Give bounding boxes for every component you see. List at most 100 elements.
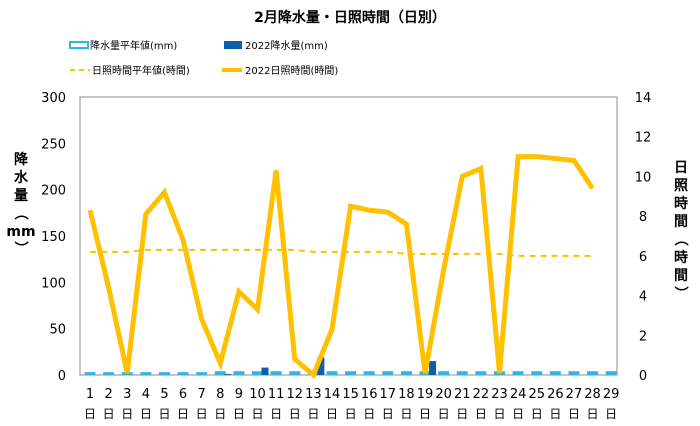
x-tick-label: 16 — [361, 387, 378, 402]
x-tick-day-suffix: 日 — [214, 407, 226, 421]
x-tick-day-suffix: 日 — [177, 407, 189, 421]
x-tick-label: 8 — [216, 387, 224, 402]
x-tick-label: 15 — [342, 387, 359, 402]
precip-2022-bar — [429, 361, 437, 375]
x-tick-day-suffix: 日 — [363, 407, 375, 421]
x-tick-label: 19 — [417, 387, 434, 402]
precip-normal-bar — [326, 371, 338, 376]
precip-normal-bar — [512, 371, 524, 376]
legend-swatch-precip-2022 — [224, 41, 242, 49]
precip-normal-bar — [438, 371, 450, 376]
precip-normal-bar — [289, 371, 301, 376]
precip-normal-bar — [158, 372, 170, 376]
x-tick-day-suffix: 日 — [531, 407, 543, 421]
right-tick-label: 6 — [639, 250, 647, 265]
x-tick-label: 17 — [380, 387, 397, 402]
left-tick-label: 50 — [49, 323, 66, 338]
x-tick-day-suffix: 日 — [158, 407, 170, 421]
x-tick-day-suffix: 日 — [345, 407, 357, 421]
x-tick-label: 21 — [454, 387, 471, 402]
x-tick-label: 1 — [86, 387, 94, 402]
left-axis-label: 降水量 （ mm） — [6, 151, 35, 255]
precip-normal-bar — [475, 371, 487, 376]
left-tick-label: 0 — [58, 369, 66, 384]
x-tick-day-suffix: 日 — [382, 407, 394, 421]
right-tick-label: 10 — [635, 170, 652, 185]
precip-normal-bar — [400, 371, 412, 376]
left-axis-label-char: （ — [12, 206, 28, 220]
right-axis-ticks: 0 2 4 6 8 10 12 14 — [635, 91, 652, 384]
x-tick-label: 4 — [142, 387, 150, 402]
x-tick-day-suffix: 日 — [568, 407, 580, 421]
x-tick-label: 14 — [324, 387, 341, 402]
precip-normal-bar — [140, 372, 152, 376]
right-axis-label-char: 時 — [674, 195, 688, 212]
precip-normal-bar — [252, 371, 264, 376]
x-tick-label: 23 — [491, 387, 508, 402]
left-tick-label: 100 — [41, 276, 66, 291]
x-tick-day-suffix: 日 — [605, 407, 617, 421]
right-axis-label-char: 間 — [674, 214, 688, 230]
x-tick-day-suffix: 日 — [438, 407, 450, 421]
left-tick-label: 150 — [41, 230, 66, 245]
x-tick-day-suffix: 日 — [196, 407, 208, 421]
x-axis-labels: 1日2日3日4日5日6日7日8日9日10日11日12日13日14日15日16日1… — [84, 387, 619, 421]
x-tick-day-suffix: 日 — [121, 407, 133, 421]
right-axis-label-char: （ — [672, 232, 688, 246]
x-tick-label: 11 — [268, 387, 285, 402]
x-tick-day-suffix: 日 — [326, 407, 338, 421]
precip-2022-bars — [224, 357, 437, 375]
right-axis-label-char: 照 — [674, 178, 688, 194]
chart-title: 2月降水量・日照時間（日別） — [254, 9, 446, 26]
right-tick-label: 14 — [635, 91, 652, 106]
right-axis-label-char: 日 — [674, 160, 688, 176]
x-tick-label: 12 — [286, 387, 303, 402]
x-tick-day-suffix: 日 — [587, 407, 599, 421]
right-tick-label: 8 — [639, 210, 647, 225]
x-tick-day-suffix: 日 — [512, 407, 524, 421]
x-tick-label: 20 — [435, 387, 452, 402]
right-tick-label: 0 — [639, 369, 647, 384]
left-tick-label: 300 — [41, 91, 66, 106]
x-tick-label: 7 — [198, 387, 206, 402]
precip-normal-bar — [103, 372, 115, 376]
left-axis-label-char: 量 — [14, 188, 28, 204]
x-tick-label: 9 — [235, 387, 243, 402]
x-tick-label: 25 — [528, 387, 545, 402]
x-tick-label: 26 — [547, 387, 564, 402]
x-tick-day-suffix: 日 — [103, 407, 115, 421]
sun-2022-line — [87, 154, 595, 380]
x-tick-label: 3 — [123, 387, 131, 402]
precip-normal-bar — [549, 371, 561, 376]
x-tick-label: 29 — [603, 387, 620, 402]
x-tick-label: 27 — [566, 387, 583, 402]
legend-label-precip-2022: 2022降水量(mm) — [245, 39, 328, 52]
legend: 降水量平年値(mm) 2022降水量(mm) 日照時間平年値(時間) 2022日… — [69, 39, 338, 77]
precip-normal-bar — [531, 371, 543, 376]
precip-normal-bar — [363, 371, 375, 376]
left-tick-label: 250 — [41, 137, 66, 152]
right-axis-label-char: 間 — [674, 268, 688, 284]
x-tick-day-suffix: 日 — [140, 407, 152, 421]
right-tick-label: 2 — [639, 329, 647, 344]
left-axis-label-char: ） — [12, 241, 28, 255]
x-tick-label: 18 — [398, 387, 415, 402]
precip-2022-bar — [317, 357, 325, 375]
right-axis-label-char: ） — [672, 286, 688, 300]
precip-normal-bar — [214, 371, 226, 376]
x-tick-label: 28 — [584, 387, 601, 402]
precip-normal-bars — [84, 371, 617, 376]
x-tick-label: 24 — [510, 387, 527, 402]
x-tick-day-suffix: 日 — [84, 407, 96, 421]
sunshine-lines — [87, 154, 595, 380]
x-tick-day-suffix: 日 — [252, 407, 264, 421]
x-tick-label: 6 — [179, 387, 187, 402]
precip-2022-bar — [261, 367, 269, 375]
legend-label-precip-normal: 降水量平年値(mm) — [90, 39, 177, 52]
right-tick-label: 4 — [639, 290, 647, 305]
x-tick-day-suffix: 日 — [549, 407, 561, 421]
x-tick-label: 10 — [249, 387, 266, 402]
x-tick-label: 5 — [160, 387, 168, 402]
x-tick-day-suffix: 日 — [233, 407, 245, 421]
